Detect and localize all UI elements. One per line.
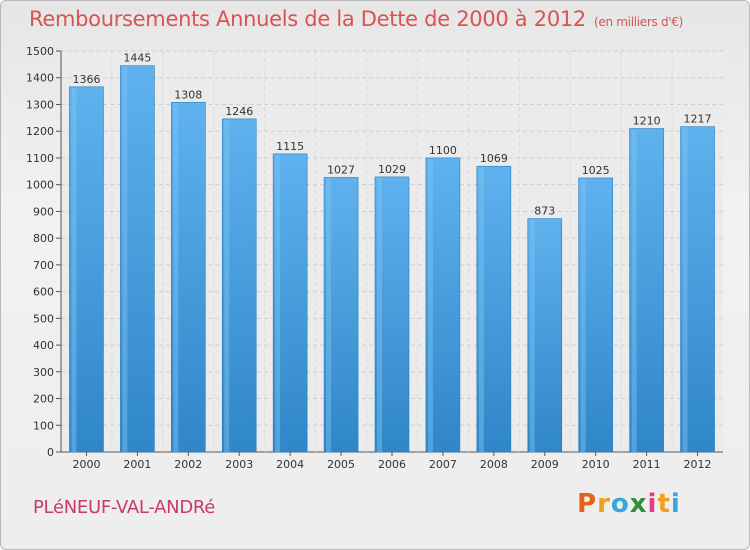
bar-highlight [682, 127, 688, 452]
bar-value-label: 1027 [327, 163, 355, 176]
bar-highlight [326, 178, 332, 452]
x-tick-label: 2010 [582, 458, 610, 471]
bar [171, 102, 206, 453]
x-tick-label: 2002 [174, 458, 202, 471]
logo-letter: o [610, 489, 630, 519]
y-tick-label: 1400 [26, 72, 54, 85]
chart-subtitle: (en milliers d'€) [594, 15, 684, 29]
bar [221, 118, 257, 453]
x-tick-label: 2003 [225, 458, 253, 471]
bar [374, 176, 410, 453]
bar-highlight [580, 178, 586, 452]
bar [680, 126, 715, 453]
bar [578, 177, 613, 453]
x-tick-label: 2009 [531, 458, 559, 471]
logo-letter: P [577, 489, 598, 519]
bar-highlight [529, 219, 535, 452]
x-tick-label: 2000 [72, 458, 100, 471]
bar-value-label: 873 [534, 205, 555, 218]
bar-value-label: 1100 [429, 144, 457, 157]
bar [69, 86, 104, 453]
bar [425, 157, 461, 453]
x-tick-label: 2011 [633, 458, 661, 471]
chart-title: Remboursements Annuels de la Dette de 20… [29, 7, 683, 31]
y-tick-label: 1100 [26, 152, 54, 165]
logo-letter: t [657, 489, 671, 519]
logo-letter: i [670, 489, 681, 519]
x-tick-label: 2007 [429, 458, 457, 471]
logo-letter: x [629, 489, 648, 519]
bar [629, 128, 664, 453]
y-tick-label: 1200 [26, 125, 54, 138]
y-tick-label: 500 [33, 312, 54, 325]
x-tick-label: 2012 [684, 458, 712, 471]
y-tick-label: 400 [33, 339, 54, 352]
y-tick-label: 1300 [26, 98, 54, 111]
logo-letter: r [597, 489, 611, 519]
bar-highlight [377, 177, 382, 452]
bar [476, 165, 512, 453]
bar [527, 218, 563, 453]
x-tick-label: 2004 [276, 458, 304, 471]
y-tick-label: 800 [33, 232, 54, 245]
x-tick-label: 2008 [480, 458, 508, 471]
bar [323, 177, 359, 453]
bar [120, 65, 155, 453]
bar-highlight [427, 158, 433, 452]
town-name: PLéNEUF-VAL-ANDRé [33, 497, 216, 518]
bar-value-label: 1029 [378, 163, 406, 176]
bar-highlight [275, 154, 281, 452]
y-tick-label: 1500 [26, 45, 54, 58]
bar-value-label: 1115 [276, 140, 304, 153]
x-tick-label: 2006 [378, 458, 406, 471]
bar-value-label: 1308 [174, 88, 202, 101]
bar-value-label: 1217 [684, 113, 712, 126]
bar-value-label: 1445 [123, 52, 151, 65]
bar-highlight [173, 103, 179, 452]
y-tick-label: 900 [33, 205, 54, 218]
bar-highlight [71, 87, 77, 453]
bar-value-label: 1366 [72, 73, 100, 86]
y-tick-label: 0 [47, 446, 54, 459]
logo-letter: i [647, 489, 658, 519]
y-tick-label: 600 [33, 286, 54, 299]
y-tick-label: 1000 [26, 179, 54, 192]
bar [272, 153, 308, 453]
y-tick-label: 100 [33, 419, 54, 432]
bar-value-label: 1246 [225, 105, 253, 118]
bar-value-label: 1210 [633, 115, 661, 128]
x-tick-label: 2001 [123, 458, 151, 471]
bar-highlight [224, 119, 230, 453]
chart-title-text: Remboursements Annuels de la Dette de 20… [29, 7, 586, 31]
y-tick-label: 700 [33, 259, 54, 272]
proxiti-logo: Proxiti [577, 489, 681, 519]
bar-value-label: 1069 [480, 152, 508, 165]
bars-layer [69, 65, 715, 453]
bar-highlight [478, 167, 484, 452]
bar-highlight [631, 129, 637, 452]
x-tick-label: 2005 [327, 458, 355, 471]
bar-value-label: 1025 [582, 164, 610, 177]
y-tick-label: 200 [33, 393, 54, 406]
labels-layer: 0 100 200 300 400 500 600 700 800 900 1000 1100 1200… [26, 45, 712, 471]
bar-highlight [122, 66, 128, 452]
y-tick-label: 300 [33, 366, 54, 379]
